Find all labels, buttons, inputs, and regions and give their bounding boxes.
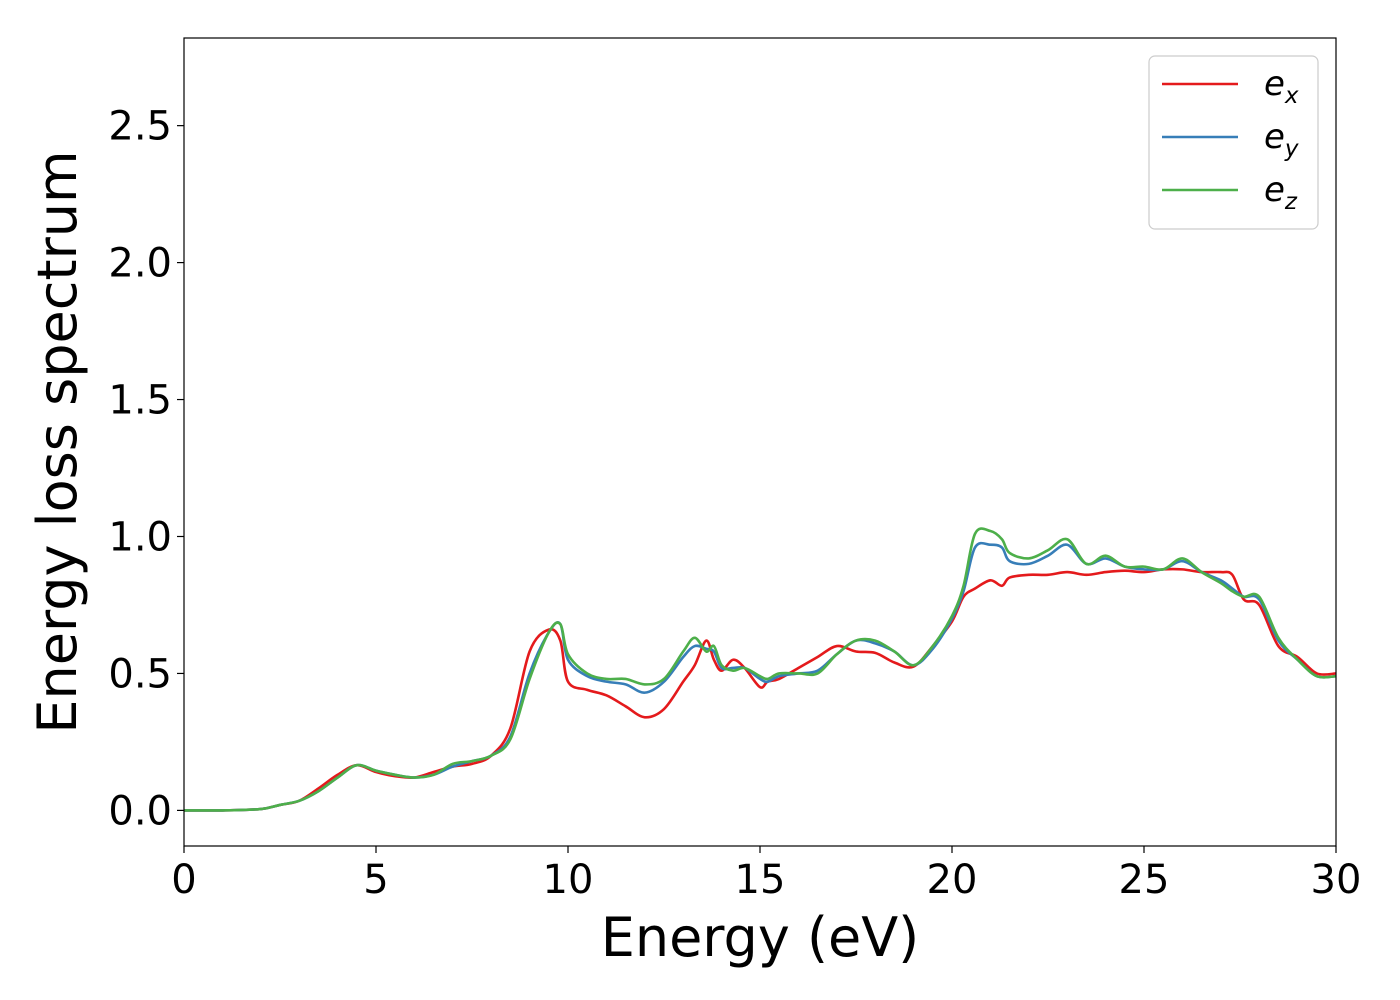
y-tick-label: 1.0 xyxy=(108,514,172,560)
x-tick-label: 0 xyxy=(171,857,196,903)
x-axis-title: Energy (eV) xyxy=(601,906,920,969)
y-tick-label: 0.0 xyxy=(108,788,172,834)
x-tick-label: 15 xyxy=(735,857,786,903)
x-tick-label: 5 xyxy=(363,857,388,903)
series-line-ez xyxy=(184,527,1336,812)
y-tick-label: 0.5 xyxy=(108,651,172,697)
y-tick-label: 1.5 xyxy=(108,378,172,424)
y-tick-label: 2.5 xyxy=(108,104,172,150)
y-axis: 0.0 0.5 1.0 1.5 2.0 2.5 xyxy=(108,104,184,834)
x-tick-label: 10 xyxy=(543,857,594,903)
x-axis: 0 5 10 15 20 25 30 xyxy=(171,846,1361,903)
x-tick-label: 25 xyxy=(1119,857,1170,903)
x-tick-label: 20 xyxy=(927,857,978,903)
y-tick-label: 2.0 xyxy=(108,241,172,287)
legend-box xyxy=(1148,55,1319,230)
y-axis-title: Energy loss spectrum xyxy=(26,150,89,733)
series-layer xyxy=(184,527,1336,812)
x-tick-label: 30 xyxy=(1311,857,1362,903)
